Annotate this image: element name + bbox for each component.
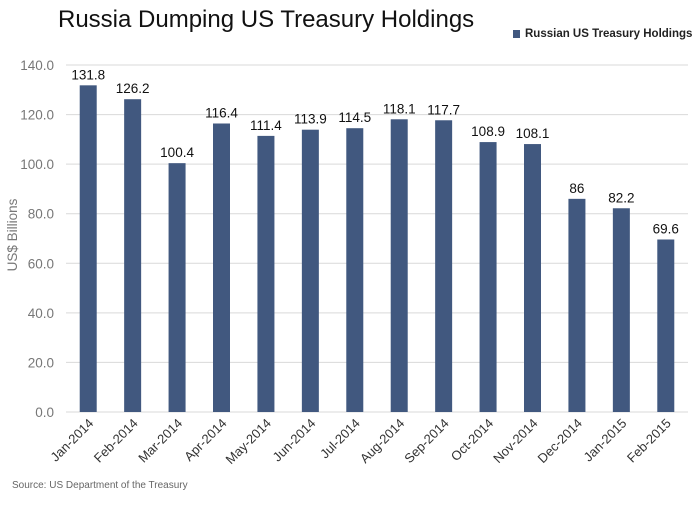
bar	[346, 128, 364, 413]
y-tick-label: 20.0	[28, 355, 54, 370]
data-label: 100.4	[160, 145, 194, 160]
bar	[213, 123, 230, 412]
data-label: 69.6	[653, 221, 679, 236]
x-tick-label: Jan-2014	[47, 416, 96, 465]
x-axis-ticks: Jan-2014Feb-2014Mar-2014Apr-2014May-2014…	[47, 416, 674, 467]
bar	[257, 135, 275, 412]
bar	[124, 99, 142, 412]
y-tick-label: 100.0	[20, 157, 54, 172]
bar	[524, 144, 541, 413]
data-label: 117.7	[427, 102, 460, 117]
x-tick-label: Nov-2014	[490, 416, 540, 466]
x-tick-label: May-2014	[223, 416, 274, 467]
y-tick-label: 0.0	[35, 405, 54, 420]
x-tick-label: Jun-2014	[270, 416, 319, 465]
data-label: 108.9	[471, 124, 505, 139]
y-tick-label: 80.0	[28, 207, 54, 222]
bar	[79, 85, 97, 413]
data-label: 116.4	[205, 105, 238, 120]
bar	[390, 119, 408, 413]
bar	[612, 208, 630, 412]
data-label: 86	[569, 181, 584, 196]
y-axis-title: US$ Billions	[5, 198, 20, 271]
chart-title: Russia Dumping US Treasury Holdings	[58, 6, 475, 33]
data-label: 113.9	[294, 112, 327, 127]
x-tick-label: Oct-2014	[448, 416, 496, 464]
bar	[657, 239, 675, 412]
legend-swatch	[513, 30, 520, 38]
x-tick-label: Aug-2014	[357, 416, 407, 466]
legend: Russian US Treasury Holdings	[513, 28, 692, 40]
bar	[479, 142, 497, 413]
data-label: 131.8	[71, 67, 105, 82]
y-tick-label: 40.0	[28, 306, 54, 321]
y-tick-label: 140.0	[20, 58, 54, 73]
data-label: 82.2	[608, 190, 634, 205]
bar	[301, 129, 319, 412]
data-label: 118.1	[383, 101, 416, 116]
x-tick-label: Sep-2014	[401, 416, 451, 466]
data-label: 114.5	[338, 110, 371, 125]
data-labels: 131.8 126.2 100.4 116.4 111.4 113.9 114.5 118.1…	[71, 67, 679, 236]
y-axis-ticks: 0.0 20.0 40.0 60.0 80.0 100.0 120.0 140.0	[20, 58, 54, 420]
bar	[568, 198, 586, 412]
x-tick-label: Jan-2015	[581, 416, 630, 465]
x-tick-label: Jul-2014	[317, 416, 363, 462]
x-tick-label: Dec-2014	[535, 416, 585, 466]
x-tick-label: Feb-2015	[624, 416, 674, 466]
x-tick-label: Feb-2014	[91, 416, 141, 466]
source-note: Source: US Department of the Treasury	[12, 480, 188, 491]
data-label: 111.4	[250, 118, 282, 133]
bars	[79, 85, 675, 413]
x-tick-label: Mar-2014	[135, 416, 185, 466]
data-label: 126.2	[116, 81, 150, 96]
bar	[168, 163, 186, 412]
data-label: 108.1	[516, 126, 550, 141]
legend-label: Russian US Treasury Holdings	[525, 28, 693, 40]
gridlines	[66, 64, 688, 413]
y-tick-label: 60.0	[28, 256, 54, 271]
y-tick-label: 120.0	[20, 108, 54, 123]
bar	[435, 120, 453, 412]
